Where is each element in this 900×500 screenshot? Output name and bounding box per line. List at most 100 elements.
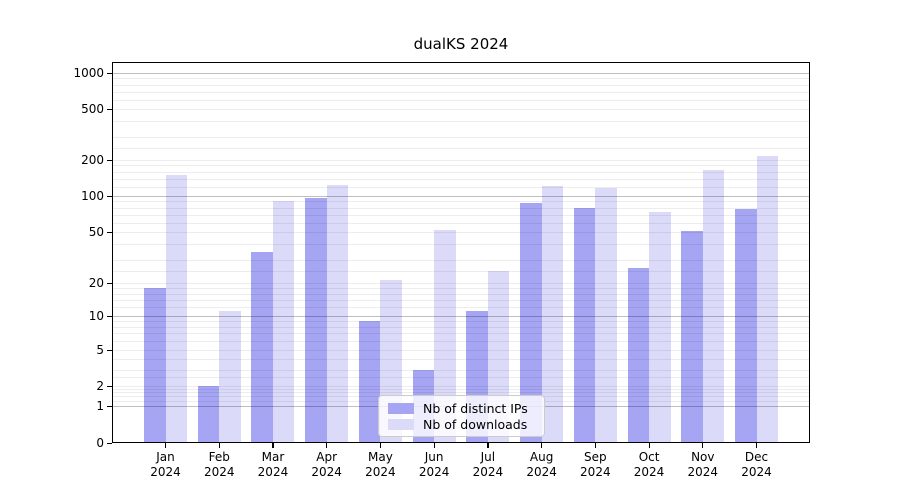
major-gridline	[112, 73, 810, 74]
bar-downloads-nov	[702, 170, 725, 443]
y-axis-tick-label: 1	[96, 399, 104, 413]
bar-downloads-sep	[595, 188, 617, 443]
x-axis-tick-label: May 2024	[365, 450, 396, 479]
minor-gridline	[112, 207, 810, 209]
minor-gridline	[112, 377, 810, 379]
bar-distinct-ips-may	[358, 321, 381, 443]
x-axis-tick-label: Feb 2024	[203, 450, 235, 479]
x-axis-tick-label: Nov 2024	[687, 450, 719, 479]
y-axis-tick-label: 2	[96, 379, 104, 393]
chart-title: dualKS 2024	[413, 35, 509, 53]
y-axis-tick-mark	[107, 231, 112, 233]
minor-gridline	[112, 260, 810, 262]
minor-gridline	[112, 160, 810, 161]
bar-distinct-ips-feb	[197, 386, 220, 443]
bar-downloads-aug	[541, 185, 564, 443]
y-axis-tick-label: 500	[81, 102, 104, 116]
bar-downloads-apr	[326, 184, 349, 443]
minor-gridline	[112, 299, 810, 301]
minor-gridline	[112, 386, 810, 387]
y-axis-tick-label: 50	[88, 225, 104, 239]
bar-distinct-ips-dec	[735, 208, 757, 443]
bar-downloads-feb	[219, 311, 241, 443]
y-axis-tick-mark	[107, 315, 112, 317]
bar-distinct-ips-oct	[627, 268, 650, 443]
x-axis-tick-label: Mar 2024	[257, 450, 289, 479]
major-gridline	[112, 316, 810, 317]
minor-gridline	[112, 333, 810, 335]
x-axis-tick-label: Apr 2024	[311, 450, 342, 479]
legend-swatch-distinct-ips	[388, 402, 414, 414]
minor-gridline	[112, 165, 810, 167]
bar-distinct-ips-sep	[573, 207, 596, 443]
minor-gridline	[112, 244, 810, 246]
legend-label-distinct-ips: Nb of distinct IPs	[423, 400, 528, 416]
x-axis-tick-label: Sep 2024	[580, 450, 611, 479]
x-axis-tick-mark	[594, 443, 597, 448]
x-axis-tick-mark	[272, 443, 274, 448]
minor-gridline	[112, 288, 810, 290]
minor-gridline	[112, 78, 810, 80]
y-axis-tick-mark	[107, 195, 112, 197]
y-axis-tick-label: 1000	[73, 66, 104, 80]
minor-gridline	[112, 137, 810, 139]
minor-gridline	[112, 270, 810, 272]
x-axis-tick-mark	[379, 443, 382, 448]
y-axis-tick-label: 200	[81, 153, 104, 167]
bar-distinct-ips-jan	[144, 288, 166, 443]
minor-gridline	[112, 84, 810, 86]
minor-gridline	[112, 358, 810, 360]
bar-distinct-ips-nov	[681, 230, 703, 443]
bar-downloads-mar	[272, 201, 295, 443]
minor-gridline	[112, 186, 810, 188]
minor-gridline	[112, 321, 810, 323]
y-axis-tick-mark	[107, 349, 112, 351]
x-axis-tick-mark	[326, 443, 328, 448]
legend: Nb of distinct IPs Nb of downloads	[378, 395, 545, 437]
y-axis-tick-mark	[107, 405, 112, 407]
x-axis-tick-label: Oct 2024	[633, 450, 665, 479]
x-axis-tick-mark	[218, 443, 220, 448]
minor-gridline	[112, 341, 810, 343]
y-axis-tick-label: 100	[81, 189, 104, 203]
minor-gridline	[112, 293, 810, 295]
y-axis-tick-mark	[107, 442, 112, 444]
minor-gridline	[112, 214, 810, 216]
y-axis-tick-label: 5	[96, 343, 104, 357]
y-axis-tick-mark	[107, 159, 112, 161]
y-axis-tick-label: 10	[88, 309, 104, 323]
x-axis-tick-label: Jun 2024	[418, 450, 450, 479]
minor-gridline	[112, 121, 810, 123]
bar-downloads-jun	[434, 229, 456, 443]
minor-gridline	[112, 283, 810, 284]
minor-gridline	[112, 109, 810, 110]
bar-distinct-ips-apr	[305, 197, 327, 443]
x-axis-tick-mark	[487, 443, 489, 448]
y-axis-tick-mark	[107, 108, 112, 110]
minor-gridline	[112, 178, 810, 180]
x-axis-tick-mark	[648, 443, 650, 448]
minor-gridline	[112, 147, 810, 149]
legend-row-distinct-ips: Nb of distinct IPs	[388, 400, 536, 416]
grid-layer	[112, 62, 810, 443]
bar-distinct-ips-mar	[251, 251, 273, 443]
y-axis-tick-label: 0	[96, 436, 104, 450]
x-axis-tick-mark	[702, 443, 704, 448]
major-gridline	[112, 196, 810, 197]
legend-row-downloads: Nb of downloads	[388, 416, 536, 432]
minor-gridline	[112, 171, 810, 173]
x-axis-tick-label: Jan 2024	[150, 450, 181, 479]
x-axis-tick-mark	[756, 443, 758, 448]
y-axis-tick-label: 20	[88, 276, 104, 290]
x-axis-tick-mark	[541, 443, 543, 448]
minor-gridline	[112, 91, 810, 93]
bar-downloads-dec	[756, 155, 779, 443]
x-axis-tick-mark	[433, 443, 435, 448]
minor-gridline	[112, 370, 810, 372]
legend-label-downloads: Nb of downloads	[423, 416, 528, 432]
minor-gridline	[112, 392, 810, 394]
legend-swatch-downloads	[388, 418, 414, 430]
minor-gridline	[112, 389, 810, 391]
x-axis-tick-label: Aug 2024	[526, 450, 557, 479]
